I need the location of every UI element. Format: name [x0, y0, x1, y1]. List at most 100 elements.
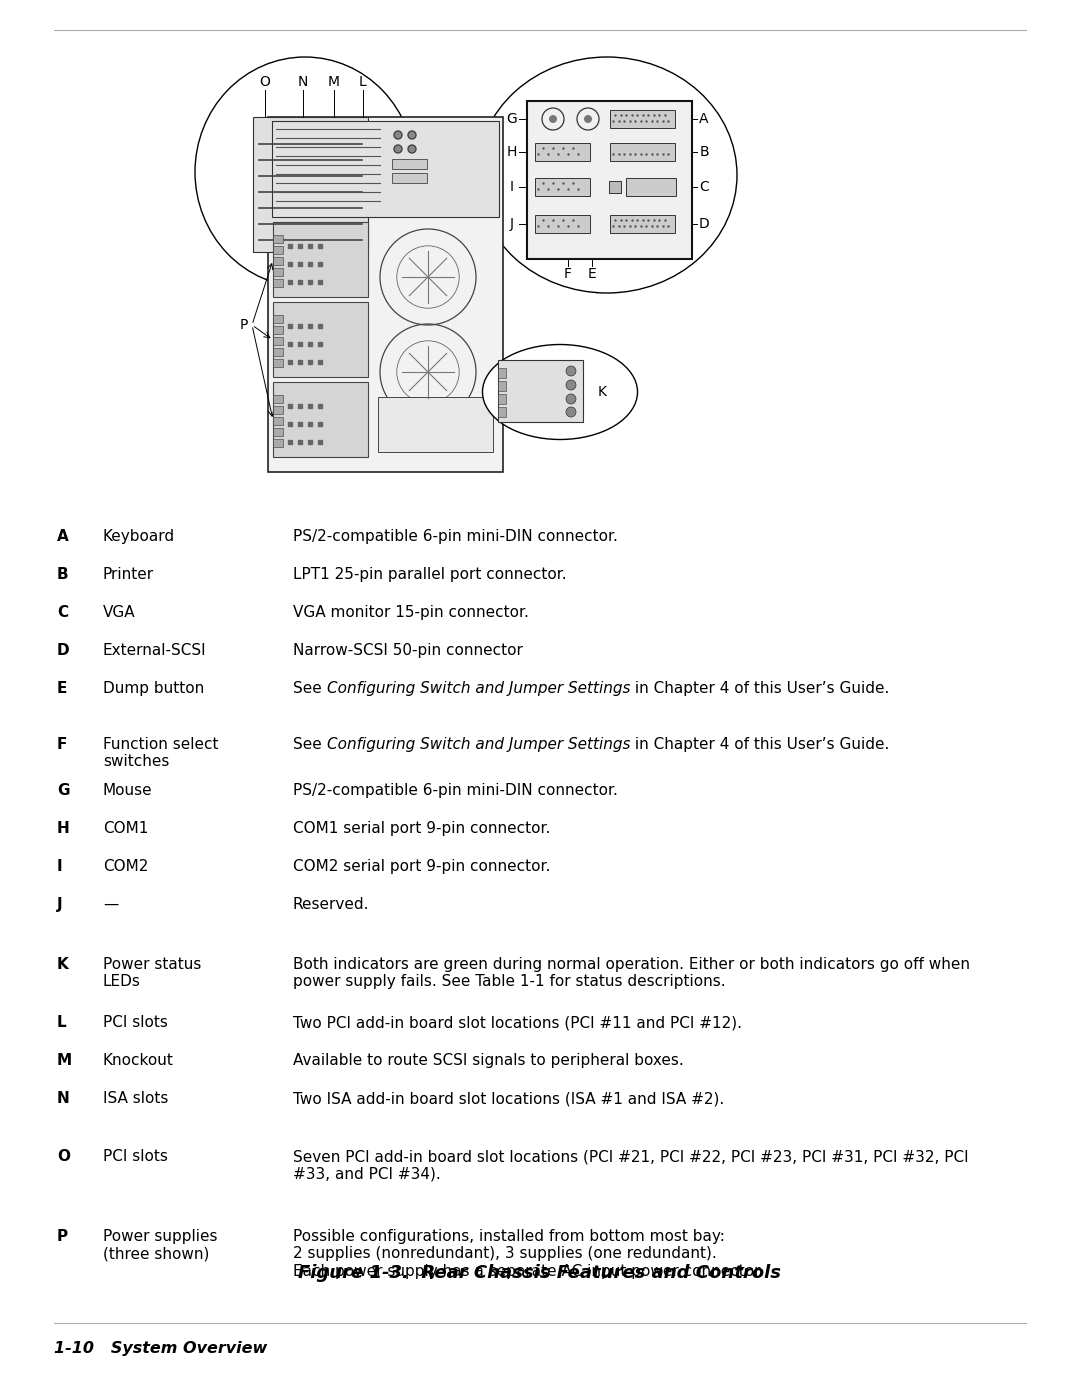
- Text: B: B: [57, 567, 69, 583]
- Text: Possible configurations, installed from bottom most bay:
2 supplies (nonredundan: Possible configurations, installed from …: [293, 1229, 764, 1278]
- Circle shape: [566, 407, 576, 416]
- Text: PS/2-compatible 6-pin mini-DIN connector.: PS/2-compatible 6-pin mini-DIN connector…: [293, 529, 618, 543]
- Text: Both indicators are green during normal operation. Either or both indicators go : Both indicators are green during normal …: [293, 957, 970, 989]
- Text: A: A: [699, 112, 708, 126]
- Text: H: H: [507, 145, 517, 159]
- Text: VGA: VGA: [103, 605, 136, 620]
- Text: COM1: COM1: [103, 821, 148, 835]
- Text: A: A: [57, 529, 69, 543]
- Bar: [610, 215, 675, 233]
- Bar: [273, 359, 283, 367]
- Bar: [498, 394, 507, 404]
- Text: Narrow-SCSI 50-pin connector: Narrow-SCSI 50-pin connector: [293, 643, 523, 658]
- Text: COM1 serial port 9-pin connector.: COM1 serial port 9-pin connector.: [293, 821, 551, 835]
- Circle shape: [584, 115, 592, 123]
- Bar: [273, 257, 283, 265]
- Text: E: E: [57, 680, 67, 696]
- Bar: [527, 101, 692, 258]
- Ellipse shape: [477, 57, 737, 293]
- Bar: [253, 117, 368, 251]
- Text: J: J: [510, 217, 514, 231]
- Bar: [535, 142, 590, 161]
- Text: Available to route SCSI signals to peripheral boxes.: Available to route SCSI signals to perip…: [293, 1053, 684, 1067]
- Text: Two PCI add-in board slot locations (PCI #11 and PCI #12).: Two PCI add-in board slot locations (PCI…: [293, 1016, 742, 1030]
- Text: COM2 serial port 9-pin connector.: COM2 serial port 9-pin connector.: [293, 859, 551, 875]
- Text: See: See: [293, 738, 326, 752]
- Bar: [273, 416, 283, 425]
- Text: PCI slots: PCI slots: [103, 1148, 167, 1164]
- Text: H: H: [57, 821, 70, 835]
- Bar: [273, 222, 368, 298]
- Text: PCI slots: PCI slots: [103, 1016, 167, 1030]
- Text: Function select
switches: Function select switches: [103, 738, 218, 770]
- Circle shape: [394, 131, 402, 138]
- Text: B: B: [699, 145, 708, 159]
- Circle shape: [566, 366, 576, 376]
- Text: L: L: [360, 75, 367, 89]
- Text: Reserved.: Reserved.: [293, 897, 369, 912]
- Text: Two ISA add-in board slot locations (ISA #1 and ISA #2).: Two ISA add-in board slot locations (ISA…: [293, 1091, 725, 1106]
- Bar: [273, 439, 283, 447]
- Bar: [535, 215, 590, 233]
- Bar: [273, 235, 283, 243]
- Text: Keyboard: Keyboard: [103, 529, 175, 543]
- Text: M: M: [57, 1053, 72, 1067]
- Text: 1-10   System Overview: 1-10 System Overview: [54, 1341, 267, 1356]
- Text: VGA monitor 15-pin connector.: VGA monitor 15-pin connector.: [293, 605, 529, 620]
- Bar: [273, 381, 368, 457]
- Text: LPT1 25-pin parallel port connector.: LPT1 25-pin parallel port connector.: [293, 567, 567, 583]
- Bar: [610, 110, 675, 129]
- Text: N: N: [298, 75, 308, 89]
- Text: Power supplies
(three shown): Power supplies (three shown): [103, 1229, 217, 1261]
- Text: Configuring Switch and Jumper Settings: Configuring Switch and Jumper Settings: [326, 738, 630, 752]
- Text: J: J: [57, 897, 63, 912]
- Text: G: G: [57, 782, 69, 798]
- Text: ISA slots: ISA slots: [103, 1091, 168, 1106]
- Text: Dump button: Dump button: [103, 680, 204, 696]
- Bar: [273, 337, 283, 345]
- Text: K: K: [57, 957, 69, 972]
- Circle shape: [394, 145, 402, 154]
- Bar: [273, 427, 283, 436]
- Text: E: E: [588, 267, 596, 281]
- Bar: [268, 117, 503, 472]
- Bar: [535, 177, 590, 196]
- Text: Knockout: Knockout: [103, 1053, 174, 1067]
- Circle shape: [408, 145, 416, 154]
- Text: Mouse: Mouse: [103, 782, 152, 798]
- Text: Printer: Printer: [103, 567, 154, 583]
- Text: O: O: [57, 1148, 70, 1164]
- Text: C: C: [699, 180, 708, 194]
- Text: F: F: [564, 267, 572, 281]
- Text: F: F: [57, 738, 67, 752]
- Bar: [498, 381, 507, 391]
- Text: in Chapter 4 of this User’s Guide.: in Chapter 4 of this User’s Guide.: [630, 738, 890, 752]
- Bar: [273, 314, 283, 323]
- Text: M: M: [328, 75, 340, 89]
- Bar: [273, 326, 283, 334]
- Bar: [273, 302, 368, 377]
- Bar: [378, 397, 492, 453]
- Bar: [273, 395, 283, 402]
- Bar: [272, 122, 499, 217]
- Bar: [626, 177, 676, 196]
- Bar: [273, 246, 283, 254]
- Circle shape: [566, 380, 576, 390]
- Text: See: See: [293, 680, 326, 696]
- Bar: [609, 182, 621, 193]
- Bar: [392, 159, 427, 169]
- Ellipse shape: [483, 345, 637, 440]
- Text: in Chapter 4 of this User’s Guide.: in Chapter 4 of this User’s Guide.: [630, 680, 890, 696]
- Text: C: C: [57, 605, 68, 620]
- Text: D: D: [699, 217, 710, 231]
- Text: K: K: [597, 386, 607, 400]
- Text: Figure 1-3.  Rear Chassis Features and Controls: Figure 1-3. Rear Chassis Features and Co…: [298, 1264, 782, 1282]
- Text: Configuring Switch and Jumper Settings: Configuring Switch and Jumper Settings: [326, 680, 630, 696]
- Circle shape: [566, 394, 576, 404]
- Text: I: I: [57, 859, 63, 875]
- Text: —: —: [103, 897, 118, 912]
- Text: Power status
LEDs: Power status LEDs: [103, 957, 201, 989]
- Text: I: I: [510, 180, 514, 194]
- Bar: [273, 348, 283, 356]
- Text: P: P: [240, 319, 248, 332]
